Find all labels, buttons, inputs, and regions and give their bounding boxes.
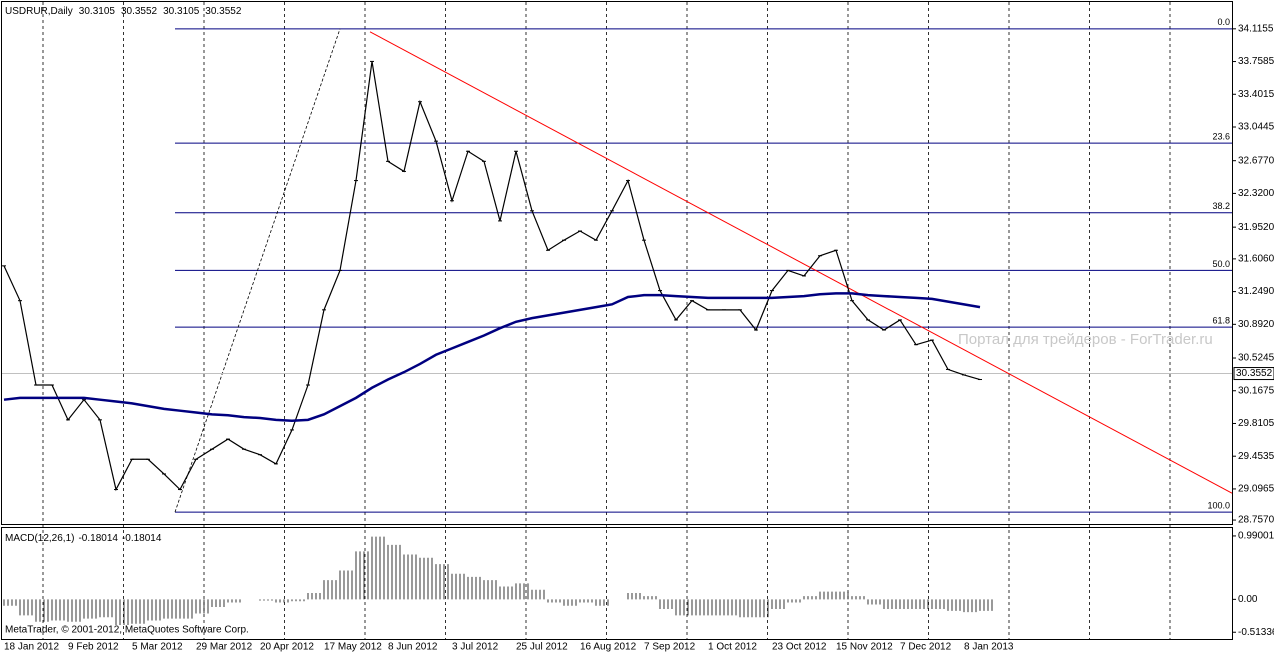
symbol: USDRUR,Daily	[5, 6, 73, 17]
y-tick-label: 31.9520	[1238, 222, 1274, 233]
x-tick-label: 20 Apr 2012	[260, 642, 314, 653]
x-tick-label: 7 Dec 2012	[900, 642, 952, 653]
macd-panel	[1, 527, 1233, 640]
y-tick-label: 33.7585	[1238, 56, 1274, 67]
fib-base	[174, 28, 341, 513]
y-tick-label: 0.99001	[1238, 531, 1274, 542]
y-tick-label: 33.4015	[1238, 89, 1274, 100]
main-panel	[1, 1, 1233, 525]
y-tick-label: 33.0445	[1238, 122, 1274, 133]
x-tick-label: 16 Aug 2012	[580, 642, 637, 653]
y-tick-label: 29.4535	[1238, 451, 1274, 462]
x-tick-label: 8 Jan 2013	[964, 642, 1014, 653]
fib-label: 23.6	[1212, 132, 1230, 142]
header-value: 30.3552	[205, 6, 242, 17]
x-tick-label: 8 Jun 2012	[388, 642, 438, 653]
watermark: Портал для трейдеров - ForTrader.ru	[958, 331, 1213, 348]
x-tick-label: 17 May 2012	[324, 642, 382, 653]
y-tick-label: -0.51336	[1238, 627, 1274, 638]
header-value: 30.3105	[163, 6, 200, 17]
chart-header: USDRUR,Daily 30.3105 30.3552 30.3105 30.3552	[5, 6, 242, 17]
x-tick-label: 3 Jul 2012	[452, 642, 499, 653]
current-price-label: 30.3552	[1236, 368, 1273, 379]
header-value: 30.3105	[79, 6, 116, 17]
macd-value: -0.18014	[122, 533, 162, 544]
y-tick-label: 34.1155	[1238, 23, 1274, 34]
x-tick-label: 18 Jan 2012	[4, 642, 59, 653]
macd-title: MACD(12,26,1)	[5, 533, 74, 544]
macd-header: MACD(12,26,1) -0.18014 -0.18014	[5, 533, 162, 544]
y-tick-label: 29.8105	[1238, 418, 1274, 429]
fib-label: 100.0	[1207, 500, 1230, 510]
y-tick-label: 30.5245	[1238, 353, 1274, 364]
x-tick-label: 7 Sep 2012	[644, 642, 696, 653]
fib-label: 0.0	[1217, 17, 1230, 27]
x-tick-label: 15 Nov 2012	[836, 642, 893, 653]
x-tick-label: 23 Oct 2012	[772, 642, 827, 653]
y-tick-label: 0.00	[1238, 594, 1258, 605]
y-tick-label: 32.6770	[1238, 155, 1274, 166]
current-price-box	[1233, 367, 1274, 381]
y-tick-label: 31.6060	[1238, 254, 1274, 265]
x-tick-label: 25 Jul 2012	[516, 642, 568, 653]
y-tick-label: 28.7570	[1238, 515, 1274, 526]
y-tick-label: 30.8920	[1238, 319, 1274, 330]
x-tick-label: 9 Feb 2012	[68, 642, 119, 653]
trend-line	[369, 31, 1233, 494]
footer: MetaTrader, © 2001-2012, MetaQuotes Soft…	[5, 625, 249, 636]
fib-label: 38.2	[1212, 201, 1230, 211]
price-line	[3, 61, 981, 492]
x-tick-label: 29 Mar 2012	[196, 642, 253, 653]
header-value: 30.3552	[121, 6, 158, 17]
fib-label: 50.0	[1212, 259, 1230, 269]
moving-average	[3, 292, 981, 423]
y-tick-label: 31.2490	[1238, 286, 1274, 297]
y-tick-label: 30.1675	[1238, 385, 1274, 396]
x-tick-label: 5 Mar 2012	[132, 642, 183, 653]
x-tick-label: 1 Oct 2012	[708, 642, 757, 653]
y-tick-label: 32.3200	[1238, 188, 1274, 199]
y-tick-label: 29.0965	[1238, 484, 1274, 495]
macd-value: -0.18014	[78, 533, 118, 544]
fib-label: 61.8	[1212, 316, 1230, 326]
